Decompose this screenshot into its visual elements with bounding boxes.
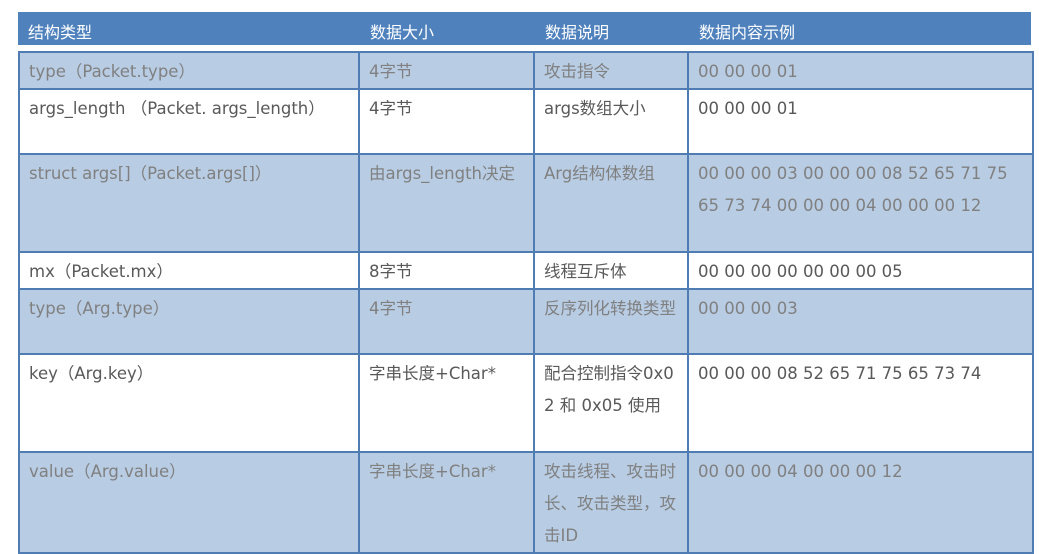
cell-type: type（Arg.type） [18,288,360,355]
table-row: type（Arg.type） 4字节 反序列化转换类型 00 00 00 03 [18,288,1034,355]
cell-size: 8字节 [358,251,535,290]
cell-example: 00 00 00 03 [687,288,1034,355]
cell-example: 00 00 00 03 00 00 00 08 52 65 71 75 65 7… [687,153,1034,253]
structure-table: type（Packet.type） 4字节 攻击指令 00 00 00 01 args_… [18,51,1034,554]
cell-desc: args数组大小 [533,88,689,155]
cell-example: 00 00 00 00 00 00 00 05 [687,251,1034,290]
cell-desc: 线程互斥体 [533,251,689,290]
cell-size: 4字节 [358,288,535,355]
header-data-size: 数据大小 [370,23,435,42]
cell-size: 由args_length决定 [358,153,535,253]
table-row: key（Arg.key） 字串长度+Char* 配合控制指令0x02 和 0x05 … [18,353,1034,453]
cell-example: 00 00 00 01 [687,88,1034,155]
cell-type: mx（Packet.mx） [18,251,360,290]
table-header: 结构类型 数据大小 数据说明 数据内容示例 [18,12,1031,45]
table-row: struct args[]（Packet.args[]） 由args_length… [18,153,1034,253]
cell-desc: 攻击指令 [533,51,689,90]
header-data-description: 数据说明 [545,23,610,42]
cell-size: 字串长度+Char* [358,451,535,554]
cell-example: 00 00 00 08 52 65 71 75 65 73 74 [687,353,1034,453]
table-row: mx（Packet.mx） 8字节 线程互斥体 00 00 00 00 00 00 0… [18,251,1034,290]
cell-example: 00 00 00 04 00 00 00 12 [687,451,1034,554]
cell-size: 4字节 [358,88,535,155]
cell-type: key（Arg.key） [18,353,360,453]
header-structure-type: 结构类型 [28,23,93,42]
cell-desc: 配合控制指令0x02 和 0x05 使用 [533,353,689,453]
table-row: value（Arg.value） 字串长度+Char* 攻击线程、攻击时长、攻击类型… [18,451,1034,554]
table-row: type（Packet.type） 4字节 攻击指令 00 00 00 01 [18,51,1034,90]
cell-size: 4字节 [358,51,535,90]
cell-desc: 反序列化转换类型 [533,288,689,355]
cell-example: 00 00 00 01 [687,51,1034,90]
cell-desc: 攻击线程、攻击时长、攻击类型，攻击ID [533,451,689,554]
cell-size: 字串长度+Char* [358,353,535,453]
cell-desc: Arg结构体数组 [533,153,689,253]
header-data-example: 数据内容示例 [699,23,796,42]
cell-type: type（Packet.type） [18,51,360,90]
cell-type: args_length （Packet. args_length） [18,88,360,155]
cell-type: value（Arg.value） [18,451,360,554]
table-row: args_length （Packet. args_length） 4字节 args… [18,88,1034,155]
cell-type: struct args[]（Packet.args[]） [18,153,360,253]
